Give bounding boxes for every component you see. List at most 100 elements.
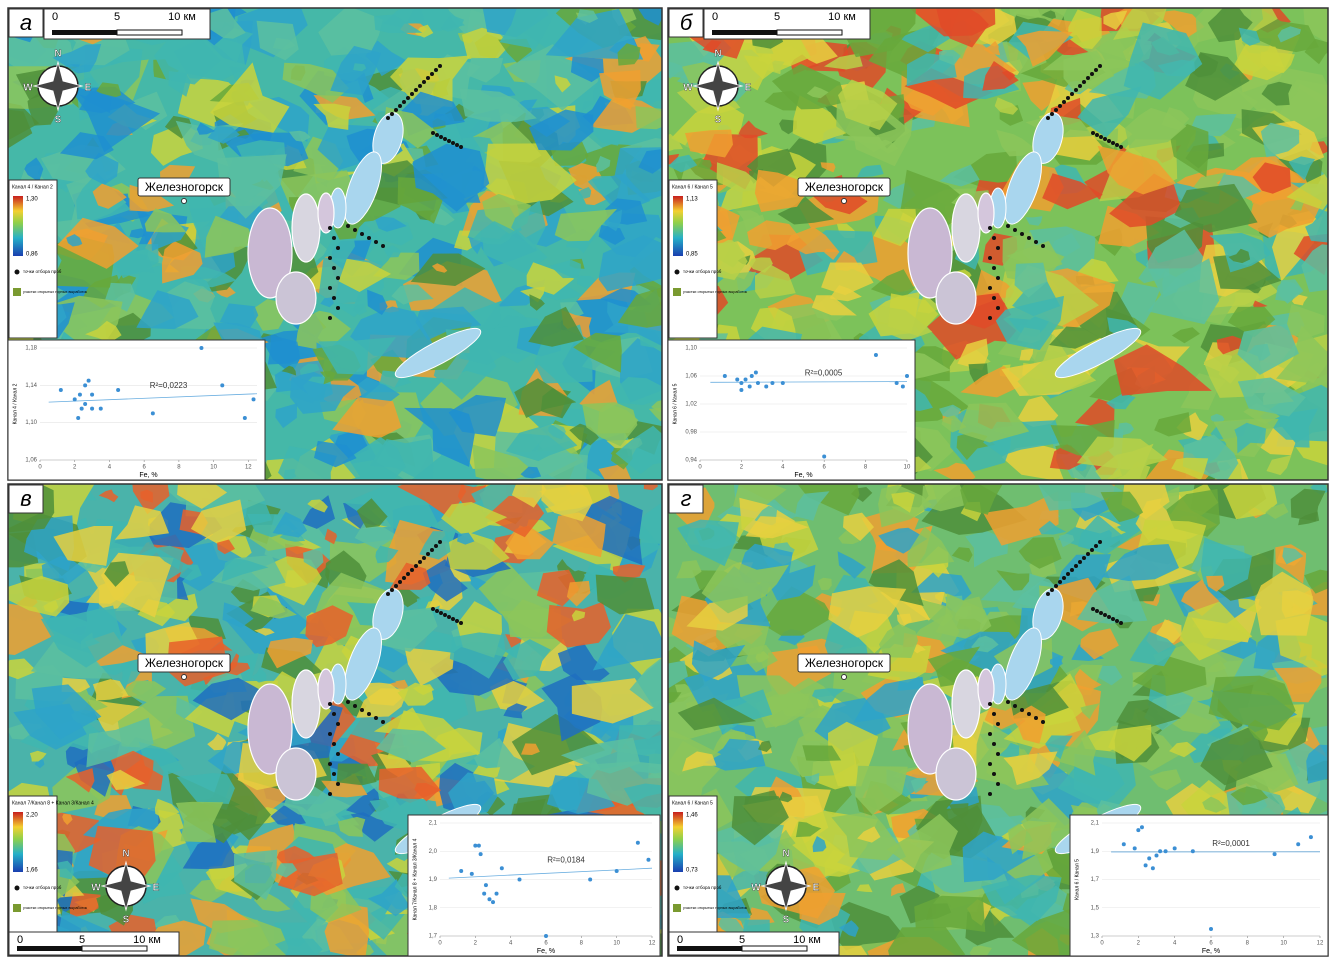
- sample-point: [402, 576, 406, 580]
- x-tick-label: 10: [1280, 941, 1287, 947]
- panel-letter: б: [680, 10, 694, 35]
- scale-bar-light: [777, 30, 842, 35]
- scatter-point: [735, 378, 739, 382]
- legend-max: 1,13: [686, 197, 698, 203]
- scatter-point: [90, 393, 94, 397]
- city-point: [842, 199, 847, 204]
- sample-point: [1020, 232, 1024, 236]
- city-label: Железногорск: [805, 656, 884, 670]
- sample-point: [1034, 240, 1038, 244]
- scatter-point: [756, 381, 760, 385]
- y-tick-label: 1,14: [25, 383, 37, 389]
- scatter-point: [1144, 863, 1148, 867]
- sample-point: [431, 131, 435, 135]
- sample-point: [367, 712, 371, 716]
- scatter-point: [1191, 849, 1195, 853]
- sample-point: [1115, 143, 1119, 147]
- x-tick-label: 12: [245, 465, 252, 471]
- sample-point: [360, 708, 364, 712]
- sample-point: [992, 742, 996, 746]
- legend-title: Канал 7/Канал 8 + Канал 3/Канал 4: [12, 800, 94, 806]
- x-axis-label: Fe, %: [1202, 948, 1220, 955]
- scatter-point: [491, 900, 495, 904]
- sample-point: [390, 112, 394, 116]
- y-tick-label: 1,3: [1091, 934, 1100, 940]
- inset-box: [408, 815, 660, 956]
- sample-point: [398, 580, 402, 584]
- sample-point: [328, 286, 332, 290]
- sample-point: [332, 712, 336, 716]
- sample-point: [1027, 712, 1031, 716]
- compass-label: S: [715, 115, 722, 126]
- panel-letter: а: [20, 10, 32, 35]
- legend-points-label: точки отбора проб: [683, 269, 722, 274]
- sample-point: [1103, 613, 1107, 617]
- scatter-point: [116, 388, 120, 392]
- sample-point: [1086, 552, 1090, 556]
- sample-point: [1006, 224, 1010, 228]
- sample-point: [996, 752, 1000, 756]
- sample-point: [1111, 617, 1115, 621]
- scatter-point: [78, 393, 82, 397]
- compass-label: E: [85, 83, 92, 94]
- legend-quarries-label: участки открытых горных выработок: [23, 906, 87, 910]
- sample-point: [1013, 228, 1017, 232]
- sample-point: [1098, 64, 1102, 68]
- quarry: [276, 272, 316, 324]
- sample-point: [406, 572, 410, 576]
- scatter-point: [495, 892, 499, 896]
- sample-point: [996, 306, 1000, 310]
- x-tick-label: 12: [649, 941, 656, 947]
- scatter-point: [770, 381, 774, 385]
- scatter-point: [1273, 852, 1277, 856]
- sample-point: [381, 720, 385, 724]
- sample-point: [1107, 139, 1111, 143]
- scatter-point: [905, 374, 909, 378]
- scatter-point: [1309, 835, 1313, 839]
- scatter-point: [1155, 853, 1159, 857]
- scatter-point: [83, 402, 87, 406]
- sample-point: [988, 702, 992, 706]
- sample-point: [992, 772, 996, 776]
- legend-min: 0,85: [686, 252, 698, 258]
- sample-point: [434, 544, 438, 548]
- sample-point: [386, 592, 390, 596]
- sample-point: [1046, 592, 1050, 596]
- sample-point: [1070, 92, 1074, 96]
- sample-point: [410, 92, 414, 96]
- sample-point: [992, 712, 996, 716]
- y-tick-label: 0,98: [685, 430, 697, 436]
- sample-point: [1111, 141, 1115, 145]
- scatter-point: [80, 407, 84, 411]
- scatter-point: [895, 381, 899, 385]
- sample-point: [1034, 716, 1038, 720]
- scatter-point: [1151, 866, 1155, 870]
- sample-point: [1095, 133, 1099, 137]
- legend-quarry: [673, 904, 681, 912]
- quarry: [936, 272, 976, 324]
- sample-point: [328, 762, 332, 766]
- scatter-point: [1164, 849, 1168, 853]
- y-axis-label: Канал 4 / Канал 2: [12, 383, 18, 424]
- sample-point: [988, 762, 992, 766]
- compass-label: N: [54, 49, 61, 60]
- city-point: [182, 675, 187, 680]
- scatter-point: [73, 397, 77, 401]
- sample-point: [459, 621, 463, 625]
- legend-point: [15, 886, 20, 891]
- scatter-point: [479, 852, 483, 856]
- legend-point: [675, 270, 680, 275]
- scatter-point: [459, 869, 463, 873]
- sample-point: [1082, 80, 1086, 84]
- scale-label: 10 км: [828, 11, 856, 23]
- sample-point: [451, 617, 455, 621]
- sample-point: [328, 702, 332, 706]
- legend-ramp: [673, 196, 683, 256]
- sample-point: [988, 226, 992, 230]
- y-tick-label: 1,06: [25, 458, 37, 464]
- quarry: [952, 194, 980, 262]
- scatter-point: [750, 374, 754, 378]
- compass-label: W: [751, 883, 761, 894]
- sample-point: [1098, 540, 1102, 544]
- sample-point: [435, 133, 439, 137]
